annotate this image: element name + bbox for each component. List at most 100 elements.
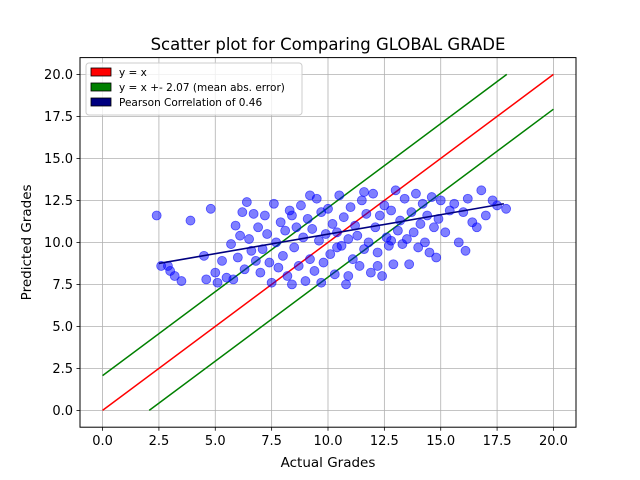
scatter-point (392, 225, 403, 236)
scatter-point (264, 257, 275, 268)
scatter-point (341, 279, 351, 290)
scatter-point (289, 242, 300, 253)
x-tick-label: 0.0 (92, 434, 113, 449)
x-tick-label: 7.5 (261, 434, 282, 449)
scatter-point (325, 249, 336, 260)
scatter-point (372, 247, 383, 258)
scatter-point (363, 237, 374, 248)
scatter-point (352, 230, 363, 241)
scatter-point (266, 277, 277, 288)
y-tick-label: 15.0 (44, 152, 73, 167)
x-axis-label: Actual Grades (281, 455, 376, 471)
scatter-point (404, 259, 415, 270)
scatter-point (278, 250, 288, 261)
scatter-point (406, 207, 417, 218)
scatter-point (453, 237, 464, 248)
x-tick-label: 17.5 (483, 434, 512, 449)
scatter-point (253, 222, 264, 233)
x-tick-label: 5.0 (205, 434, 226, 449)
scatter-point (273, 262, 284, 273)
scatter-point (255, 267, 266, 278)
scatter-point (210, 267, 221, 278)
y-tick-label: 2.5 (52, 362, 73, 377)
scatter-point (424, 247, 435, 258)
x-tick-label: 2.5 (149, 434, 170, 449)
y-tick-label: 0.0 (52, 404, 73, 419)
scatter-point (402, 234, 412, 244)
scatter-point (343, 234, 354, 244)
scatter-point (241, 197, 252, 207)
scatter-point (259, 210, 270, 221)
scatter-point (356, 195, 367, 206)
scatter-point (332, 242, 342, 253)
mae-upper-line (102, 73, 508, 377)
scatter-point (239, 264, 250, 275)
scatter-point (280, 225, 291, 236)
legend-swatch-y-equals-x (90, 67, 112, 77)
scatter-point (287, 279, 297, 290)
scatter-point (300, 276, 311, 286)
scatter-point (359, 244, 369, 255)
scatter-point (185, 215, 196, 226)
y-tick-label: 12.5 (44, 194, 73, 209)
y-axis-ticks: 0.0 2.5 5.0 7.5 10.0 12.5 15.0 17.5 20.0 (44, 68, 80, 419)
scatter-point (343, 271, 354, 281)
scatter-point (268, 198, 279, 209)
scatter-point (318, 257, 329, 268)
scatter-point (359, 187, 369, 197)
scatter-point (471, 222, 482, 233)
y-tick-label: 10.0 (44, 236, 73, 251)
scatter-point (354, 261, 365, 271)
scatter-point (334, 190, 345, 201)
x-axis-ticks: 0.0 2.5 5.0 7.5 10.0 12.5 15.0 17.5 20.0 (92, 427, 568, 449)
y-axis-label: Predicted Grades (19, 184, 35, 300)
scatter-point (386, 235, 397, 246)
y-tick-label: 17.5 (44, 110, 73, 125)
scatter-point (275, 217, 286, 228)
scatter-point (345, 202, 356, 213)
scatter-point (417, 198, 428, 209)
identity-line (102, 73, 554, 412)
legend-label-pearson: Pearson Correlation of 0.46 (119, 97, 262, 109)
scatter-point (476, 185, 487, 196)
legend-swatch-mae-band (90, 82, 112, 92)
scatter-point (327, 219, 338, 229)
legend: y = x y = x +- 2.07 (mean abs. error) Pe… (85, 62, 303, 116)
scatter-point (302, 213, 313, 224)
scatter-point (420, 237, 430, 248)
scatter-point (230, 220, 241, 231)
chart-title: Scatter plot for Comparing GLOBAL GRADE (151, 35, 506, 54)
scatter-point (374, 210, 385, 221)
scatter-point (305, 254, 315, 265)
scatter-point (415, 219, 426, 229)
scatter-point (262, 229, 273, 239)
scatter-point (338, 212, 349, 223)
scatter-point (449, 198, 460, 209)
legend-label-y-equals-x: y = x (119, 67, 147, 79)
y-tick-label: 7.5 (52, 278, 73, 293)
scatter-point (248, 208, 259, 219)
scatter-point (365, 267, 376, 278)
scatter-point (390, 185, 401, 196)
scatter-point (460, 245, 471, 256)
scatter-point (386, 205, 397, 216)
scatter-point (361, 208, 372, 219)
scatter-point (368, 188, 378, 199)
scatter-point (287, 210, 297, 221)
scatter-point (379, 200, 390, 211)
scatter-point (347, 254, 358, 265)
scatter-point (232, 252, 243, 263)
scatter-point (250, 255, 261, 266)
scatter-point (314, 235, 324, 246)
scatter-point (411, 188, 421, 199)
scatter-point (226, 239, 236, 249)
scatter-point (431, 252, 442, 263)
scatter-point (408, 227, 419, 238)
scatter-point (426, 192, 437, 202)
scatter-point (480, 210, 491, 221)
legend-swatch-pearson (90, 97, 112, 107)
scatter-point (435, 195, 446, 206)
scatter-point (169, 271, 180, 281)
scatter-point (323, 203, 333, 214)
